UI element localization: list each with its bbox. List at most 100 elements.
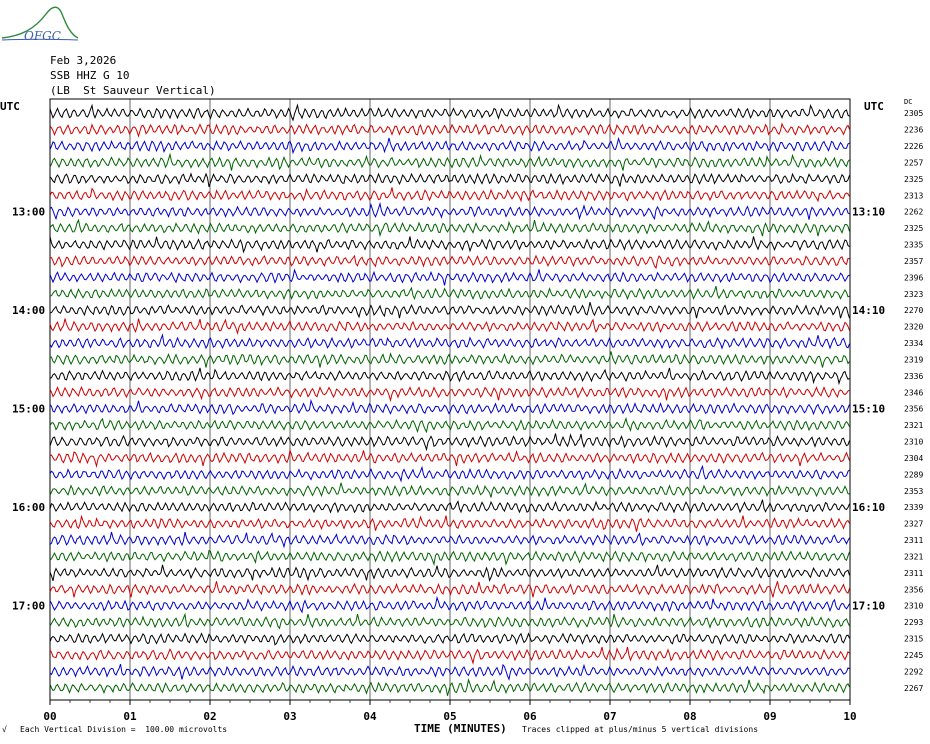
- seismic-trace: [49, 482, 850, 498]
- seismic-trace: [49, 367, 850, 386]
- dc-label: 2321: [904, 421, 923, 430]
- seismic-trace: [49, 549, 850, 567]
- dc-label: 2270: [904, 306, 923, 315]
- logo-text: OFGC: [24, 29, 61, 43]
- seismic-trace: [49, 218, 850, 238]
- dc-label: 2257: [904, 158, 923, 167]
- dc-label: 2357: [904, 257, 923, 266]
- seismic-trace: [49, 333, 850, 350]
- seismic-trace: [49, 385, 850, 403]
- traces: [49, 103, 850, 696]
- grid: [49, 98, 851, 705]
- dc-label: 2313: [904, 191, 923, 200]
- vertical-division-note: Each Vertical Division = 100.00 microvol…: [20, 725, 228, 734]
- dc-label: 2323: [904, 290, 923, 299]
- right-time-label: 16:10: [852, 501, 885, 514]
- dc-label: 2356: [904, 585, 923, 594]
- seismic-trace: [49, 172, 850, 187]
- dc-label: 2336: [904, 372, 923, 381]
- seismic-trace: [49, 595, 850, 614]
- left-time-label: 16:00: [12, 501, 45, 514]
- seismic-trace: [49, 632, 850, 646]
- right-time-label: 13:10: [852, 206, 885, 219]
- x-tick-label: 07: [603, 710, 616, 723]
- seismic-trace: [49, 318, 850, 336]
- dc-label: 2319: [904, 355, 923, 364]
- dc-label: 2262: [904, 208, 923, 217]
- x-tick-label: 02: [203, 710, 216, 723]
- seismic-trace: [49, 236, 850, 254]
- dc-header-label: DC: [904, 98, 912, 106]
- dc-label: 2310: [904, 438, 923, 447]
- seismic-trace: [49, 302, 850, 319]
- seismic-trace: [49, 351, 850, 368]
- seismic-trace: [49, 416, 850, 434]
- dc-label: 2346: [904, 388, 923, 397]
- seismic-trace: [49, 187, 850, 203]
- right-time-label: 15:10: [852, 403, 885, 416]
- seismic-trace: [49, 201, 850, 221]
- x-tick-label: 08: [683, 710, 696, 723]
- right-utc-label: UTC: [864, 100, 884, 113]
- seismic-trace: [49, 398, 850, 416]
- left-time-label: 17:00: [12, 600, 45, 613]
- seismic-trace: [49, 103, 850, 122]
- dc-label: 2226: [904, 142, 923, 151]
- left-time-label: 13:00: [12, 206, 45, 219]
- channel-label: SSB HHZ G 10: [50, 69, 130, 82]
- seismic-trace: [49, 677, 850, 696]
- dc-label: 2236: [904, 126, 923, 135]
- dc-label: 2311: [904, 536, 923, 545]
- dc-label: 2320: [904, 323, 923, 332]
- seismic-trace: [49, 285, 850, 301]
- dc-label: 2396: [904, 273, 923, 282]
- dc-label: 2334: [904, 339, 923, 348]
- left-time-label: 14:00: [12, 304, 45, 317]
- dc-label: 2315: [904, 635, 923, 644]
- seismic-trace: [49, 564, 850, 582]
- dc-label: 2325: [904, 175, 923, 184]
- seismic-trace: [49, 136, 850, 155]
- dc-label: 2267: [904, 684, 923, 693]
- x-tick-label: 06: [523, 710, 537, 723]
- dc-label: 2245: [904, 651, 923, 660]
- dc-label: 2305: [904, 109, 923, 118]
- station-label: (LB St Sauveur Vertical): [50, 84, 216, 97]
- x-tick-label: 09: [763, 710, 776, 723]
- left-time-label: 15:00: [12, 403, 45, 416]
- dc-label: 2310: [904, 602, 923, 611]
- seismic-trace: [49, 663, 850, 681]
- right-time-label: 14:10: [852, 304, 885, 317]
- x-tick-label: 05: [443, 710, 456, 723]
- dc-label: 2339: [904, 503, 923, 512]
- dc-label: 2321: [904, 552, 923, 561]
- seismic-trace: [49, 514, 850, 532]
- seismic-trace: [49, 581, 850, 598]
- seismic-trace: [49, 464, 850, 483]
- date-label: Feb 3,2026: [50, 54, 117, 67]
- dc-label: 2289: [904, 470, 923, 479]
- x-tick-label: 01: [123, 710, 137, 723]
- clip-note: Traces clipped at plus/minus 5 vertical …: [522, 725, 759, 734]
- x-tick-label: 03: [283, 710, 296, 723]
- dc-label: 2311: [904, 569, 923, 578]
- dc-label: 2304: [904, 454, 923, 463]
- seismic-trace: [49, 122, 850, 138]
- right-time-label: 17:10: [852, 600, 885, 613]
- seismic-trace: [49, 499, 850, 514]
- dc-label: 2325: [904, 224, 923, 233]
- footer-mark: √: [2, 725, 7, 734]
- left-utc-label: UTC: [0, 100, 20, 113]
- seismic-trace: [49, 612, 850, 630]
- seismic-trace: [49, 448, 850, 468]
- dc-label: 2292: [904, 667, 923, 676]
- dc-label: 2293: [904, 618, 923, 627]
- x-tick-label: 10: [843, 710, 856, 723]
- dc-label: 2327: [904, 520, 923, 529]
- seismic-trace: [49, 152, 850, 171]
- labels: 00 01 02 03 04 05 06 07 08 09 10 2305 2236 2226 2257 23…: [0, 98, 923, 723]
- seismic-trace: [49, 531, 850, 549]
- dc-label: 2356: [904, 405, 923, 414]
- x-tick-label: 00: [43, 710, 56, 723]
